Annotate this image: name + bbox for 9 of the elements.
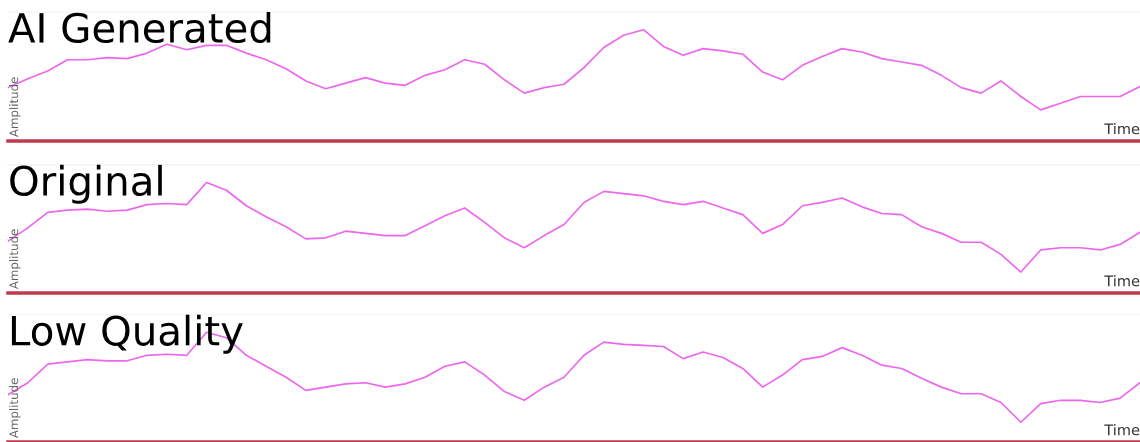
y-axis-title: Amplitude <box>9 229 21 290</box>
y-axis-title: Amplitude <box>9 378 21 439</box>
x-axis-title: Time <box>1104 275 1140 287</box>
chart-title: AI Generated <box>8 11 271 44</box>
chart-title: Low Quality <box>11 314 243 354</box>
chart-title: Original <box>10 164 162 204</box>
x-axis-title: Time <box>1104 123 1140 135</box>
y-axis-title: Amplitude <box>9 77 21 138</box>
x-axis-title: Time <box>1104 424 1140 436</box>
